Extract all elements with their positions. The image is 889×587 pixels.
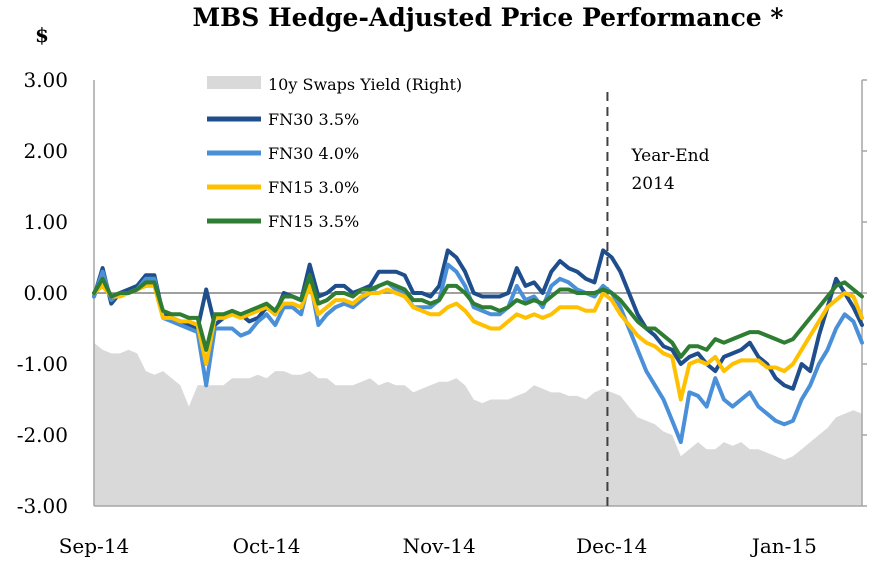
legend-swatch-area bbox=[207, 76, 261, 89]
series-line-3 bbox=[92, 273, 864, 359]
legend-label-area: 10y Swaps Yield (Right) bbox=[268, 75, 462, 94]
y-tick-label: -3.00 bbox=[17, 494, 68, 518]
y-tick-label: 1.00 bbox=[23, 210, 68, 234]
y-tick-layer: 3.00 2.00 1.00 0.00 -1.00 -2.00 -3.00 bbox=[17, 68, 867, 518]
x-tick-label: Dec-14 bbox=[576, 534, 647, 558]
legend-label-fn15-35: FN15 3.5% bbox=[268, 212, 359, 231]
area-layer bbox=[94, 342, 862, 506]
area-10y-swaps-yield bbox=[94, 342, 862, 506]
legend-label-fn30-40: FN30 4.0% bbox=[268, 144, 359, 163]
legend-label-fn15-30: FN15 3.0% bbox=[268, 178, 359, 197]
y-tick-label: 2.00 bbox=[23, 139, 68, 163]
y-tick-label: -2.00 bbox=[17, 423, 68, 447]
legend-label-fn30-35: FN30 3.5% bbox=[268, 110, 359, 129]
series-line-1 bbox=[92, 262, 864, 445]
year-end-label-line1: Year-End bbox=[630, 146, 709, 166]
year-end-label-line2: 2014 bbox=[631, 174, 674, 194]
x-tick-label: Oct-14 bbox=[233, 534, 301, 558]
y-tick-label: -1.00 bbox=[17, 352, 68, 376]
x-tick-label: Jan-15 bbox=[750, 534, 817, 558]
y-axis-unit: $ bbox=[35, 23, 49, 47]
x-tick-label: Sep-14 bbox=[59, 534, 130, 558]
chart-title: MBS Hedge-Adjusted Price Performance * bbox=[193, 3, 784, 32]
x-tick-layer: Sep-14 Oct-14 Nov-14 Dec-14 Jan-15 bbox=[59, 534, 817, 558]
x-tick-label: Nov-14 bbox=[403, 534, 476, 558]
y-tick-label: 0.00 bbox=[23, 281, 68, 305]
y-tick-label: 3.00 bbox=[23, 68, 68, 92]
series-line-2 bbox=[92, 283, 864, 402]
legend: 10y Swaps Yield (Right) FN30 3.5% FN30 4… bbox=[207, 75, 462, 231]
series-layer bbox=[92, 248, 864, 445]
